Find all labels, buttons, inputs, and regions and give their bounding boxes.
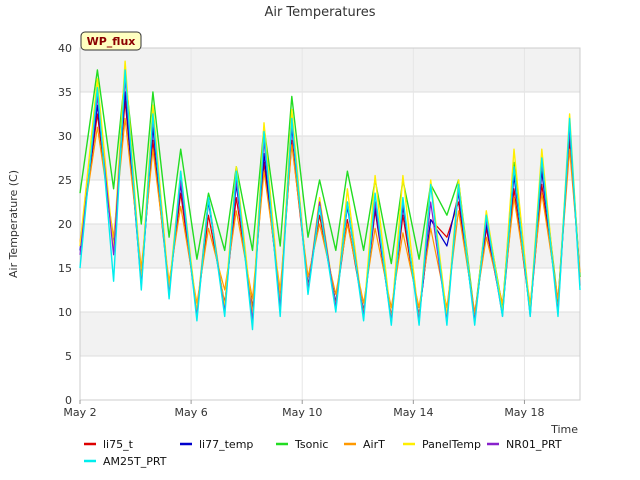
site-badge-label: WP_flux <box>87 35 136 48</box>
y-tick-label: 25 <box>58 174 72 187</box>
legend-label-am25t-prt: AM25T_PRT <box>103 455 167 468</box>
x-tick-label: May 6 <box>174 406 207 419</box>
x-tick-label: May 10 <box>282 406 322 419</box>
y-tick-label: 20 <box>58 218 72 231</box>
y-axis-ticks: 0 5 10 15 20 25 30 35 40 <box>58 42 72 407</box>
y-tick-label: 0 <box>65 394 72 407</box>
legend-label-nr01-prt: NR01_PRT <box>506 438 562 451</box>
x-tick-label: May 14 <box>393 406 433 419</box>
series-line-am25t-prt <box>79 69 581 331</box>
y-tick-label: 40 <box>58 42 72 55</box>
legend-label-paneltemp: PanelTemp <box>422 438 481 451</box>
plot-band <box>80 312 580 356</box>
site-badge-box <box>80 31 142 51</box>
plot-band <box>80 356 580 400</box>
chart-title: Air Temperatures <box>264 5 375 20</box>
site-badge: WP_flux <box>80 31 142 51</box>
y-tick-label: 10 <box>58 306 72 319</box>
plot-band <box>80 180 580 224</box>
y-tick-label: 35 <box>58 86 72 99</box>
x-tick-label: May 2 <box>63 406 96 419</box>
plot-band <box>80 224 580 268</box>
plot-band <box>80 136 580 180</box>
x-axis-ticks: May 2 May 6 May 10 May 14 May 18 <box>63 400 545 419</box>
x-tick-label: May 18 <box>504 406 544 419</box>
legend: li75_t li77_temp Tsonic AirT PanelTemp NR01_P… <box>84 438 562 468</box>
y-tick-label: 15 <box>58 262 72 275</box>
legend-label-tsonic: Tsonic <box>294 438 328 451</box>
y-axis-label: Air Temperature (C) <box>7 170 20 278</box>
plot-band <box>80 92 580 136</box>
legend-label-li77-temp: li77_temp <box>199 438 253 451</box>
plot-frame <box>79 47 581 401</box>
legend-label-li75-t: li75_t <box>103 438 134 451</box>
x-axis-label: Time <box>550 423 578 436</box>
data-series <box>79 60 581 331</box>
plot-band <box>80 48 580 92</box>
y-tick-label: 5 <box>65 350 72 363</box>
legend-label-airt: AirT <box>363 438 385 451</box>
y-tick-label: 30 <box>58 130 72 143</box>
